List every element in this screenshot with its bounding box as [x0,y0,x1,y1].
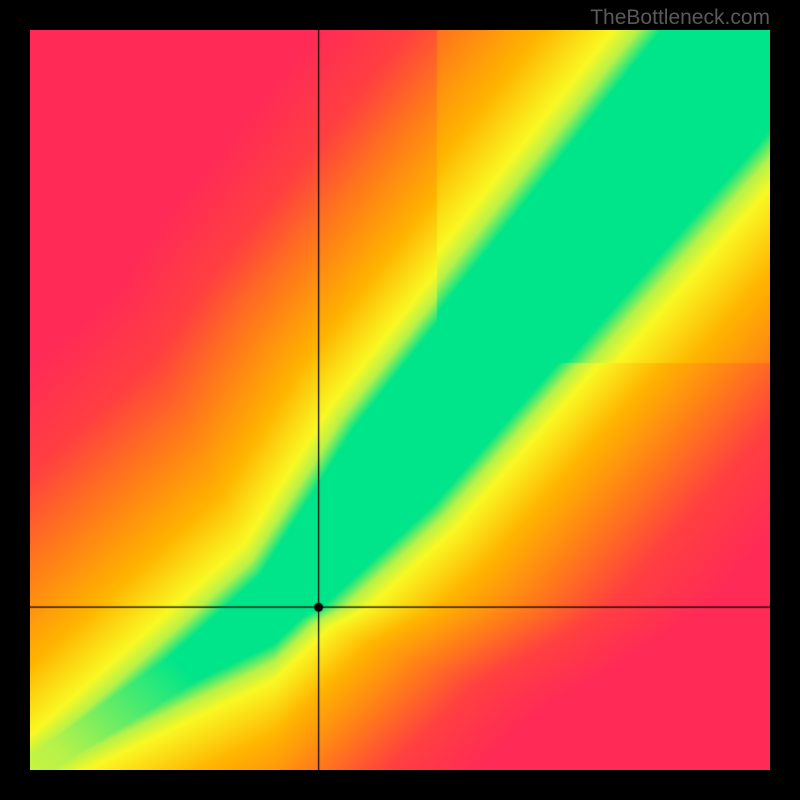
watermark-text: TheBottleneck.com [590,6,770,30]
heatmap-canvas [30,30,770,770]
plot-area [30,30,770,770]
chart-container: TheBottleneck.com [0,0,800,800]
